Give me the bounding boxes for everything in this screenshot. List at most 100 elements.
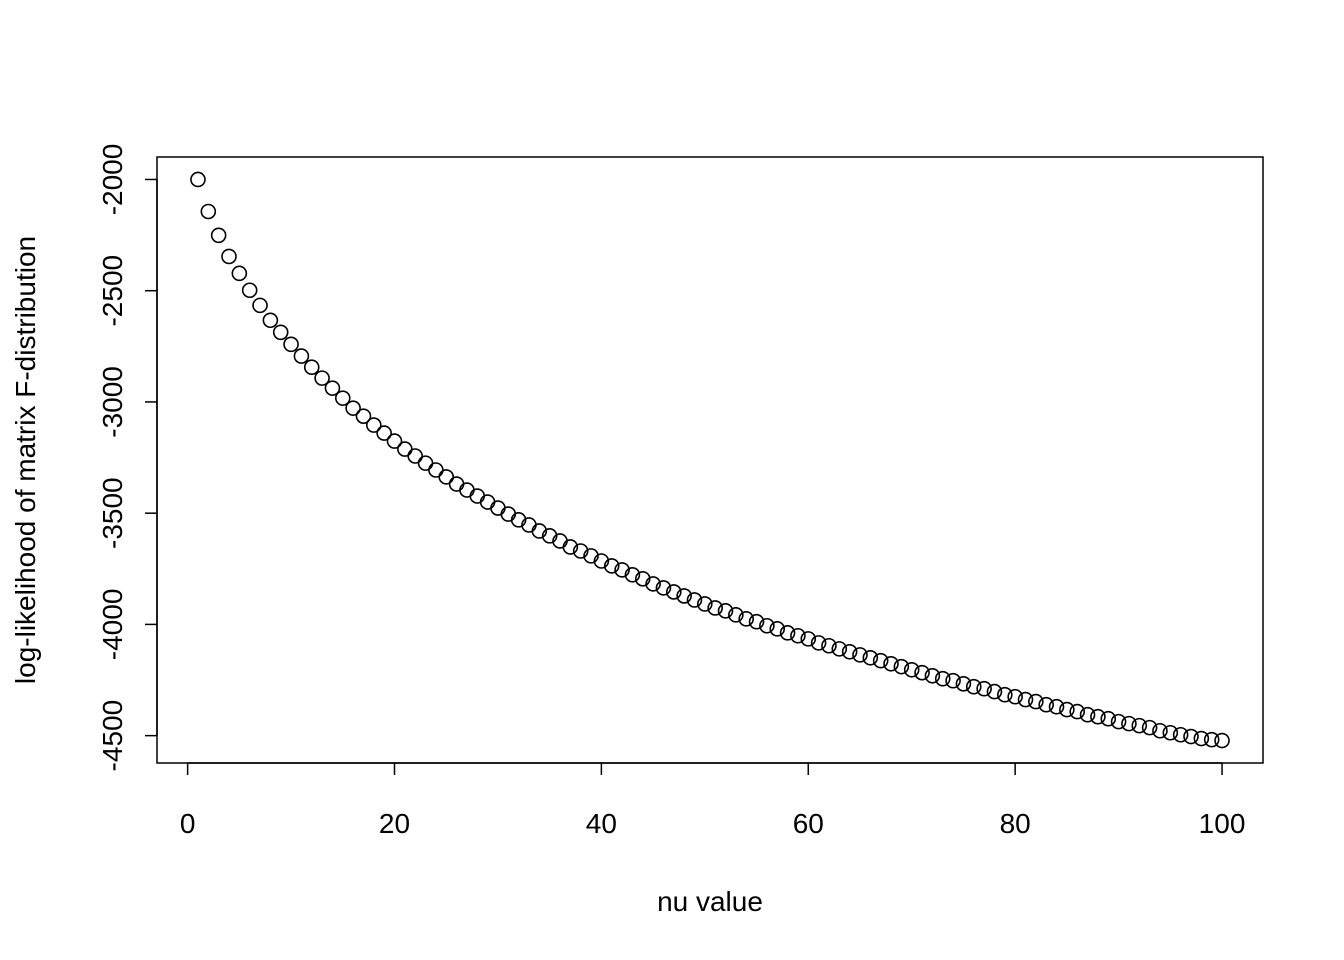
point: [1007, 688, 1023, 705]
point: [593, 553, 610, 569]
point: [376, 425, 392, 441]
point: [324, 380, 341, 396]
point: [945, 672, 961, 689]
point: [397, 441, 413, 457]
point: [583, 548, 599, 564]
plot-box: [156, 156, 1264, 764]
y-tick-label: -2000: [97, 144, 128, 216]
point: [1172, 726, 1189, 743]
point: [417, 455, 434, 471]
x-tick-label: 80: [1000, 808, 1031, 839]
y-tick-label: -2500: [97, 255, 128, 327]
point: [1017, 691, 1034, 708]
point: [1203, 731, 1220, 748]
point: [965, 678, 982, 695]
point: [862, 649, 879, 666]
point: [1183, 728, 1199, 745]
point: [1028, 693, 1044, 710]
point: [665, 584, 682, 600]
point: [407, 448, 423, 464]
point: [759, 617, 775, 634]
x-tick-label: 100: [1199, 808, 1246, 839]
point: [955, 676, 972, 692]
point: [707, 600, 723, 616]
y-tick-label: -3000: [97, 366, 128, 438]
point: [717, 603, 734, 619]
point: [345, 400, 361, 416]
point: [686, 592, 703, 608]
point: [872, 652, 889, 669]
point: [1110, 713, 1127, 730]
point: [303, 359, 320, 376]
point: [769, 621, 786, 637]
point: [831, 641, 848, 657]
point: [1162, 724, 1179, 741]
point: [748, 613, 765, 630]
x-axis-title: nu value: [657, 886, 763, 917]
point: [645, 576, 661, 592]
point: [231, 265, 248, 282]
point: [479, 494, 496, 510]
point: [190, 171, 206, 188]
x-tick-label: 60: [793, 808, 824, 839]
point: [1193, 730, 1210, 747]
point: [903, 661, 920, 678]
point: [355, 408, 372, 424]
point: [934, 670, 951, 687]
point: [914, 664, 930, 681]
point: [883, 655, 899, 672]
point: [697, 596, 713, 612]
point: [572, 543, 589, 559]
point: [790, 627, 806, 644]
point: [738, 611, 755, 627]
point: [624, 566, 641, 583]
point: [976, 680, 992, 697]
point: [603, 558, 620, 574]
point: [800, 631, 817, 647]
x-tick-label: 20: [379, 808, 410, 839]
point: [293, 348, 310, 364]
point: [1141, 719, 1158, 736]
point: [614, 562, 630, 578]
point: [366, 417, 382, 433]
point: [841, 643, 858, 660]
point: [924, 667, 941, 684]
point: [241, 282, 258, 299]
point: [676, 588, 692, 604]
point: [1069, 703, 1086, 720]
point: [1090, 708, 1106, 725]
point: [1079, 706, 1096, 723]
point: [1152, 722, 1168, 739]
point: [997, 686, 1013, 703]
point: [459, 482, 475, 498]
point: [510, 512, 527, 528]
point: [221, 248, 237, 265]
point: [262, 312, 279, 329]
point: [428, 462, 444, 478]
point: [500, 506, 517, 522]
point: [1214, 732, 1230, 749]
point: [1048, 698, 1065, 715]
point: [562, 539, 579, 555]
y-tick-label: -4500: [97, 700, 128, 772]
point: [448, 476, 465, 492]
point: [469, 488, 486, 504]
point: [252, 297, 268, 314]
y-axis-title: log-likelihood of matrix F-distribution: [10, 236, 41, 684]
point: [272, 324, 289, 341]
point: [314, 370, 330, 386]
x-tick-label: 40: [586, 808, 617, 839]
point: [200, 203, 217, 220]
point: [1131, 717, 1148, 734]
point: [779, 625, 796, 641]
point: [283, 336, 299, 353]
point: [634, 570, 651, 587]
point: [1121, 715, 1137, 732]
x-tick-label: 0: [180, 808, 196, 839]
point: [728, 607, 744, 623]
y-tick-label: -4000: [97, 589, 128, 661]
point: [986, 683, 1003, 700]
point: [334, 390, 351, 406]
point: [1059, 701, 1075, 718]
